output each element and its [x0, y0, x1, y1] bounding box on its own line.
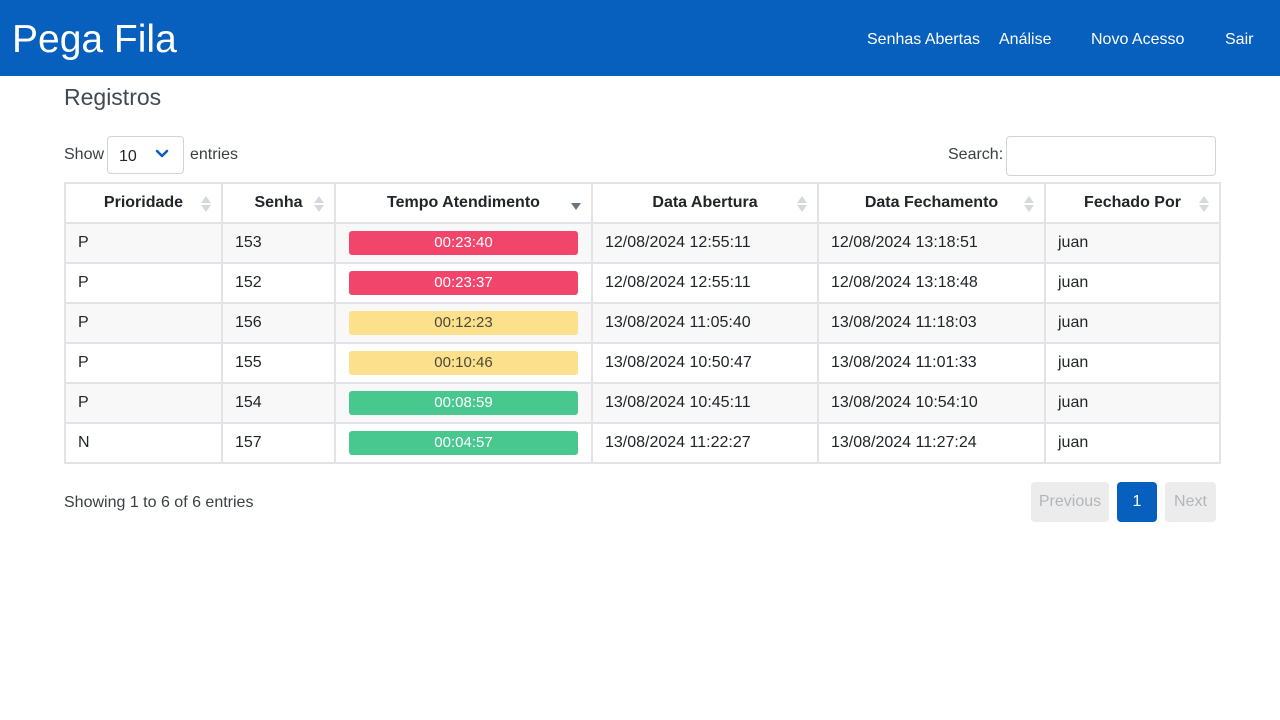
sort-descending-icon: [571, 196, 581, 212]
column-header-label: Fechado Por: [1084, 194, 1181, 211]
column-header-tempo-atendimento[interactable]: Tempo Atendimento: [334, 182, 593, 224]
table-row: P 152 00:23:37 12/08/2024 12:55:11 12/08/202…: [64, 262, 1221, 304]
cell-senha: 157: [221, 422, 336, 464]
top-navbar: Pega Fila Senhas Abertas Análise Novo Ac…: [0, 0, 1280, 76]
cell-data-fechamento: 13/08/2024 11:18:03: [817, 302, 1046, 344]
pagination-page-1-button[interactable]: 1: [1117, 482, 1157, 522]
records-table: Prioridade Senha Tempo Atendimento Data …: [64, 182, 1221, 464]
cell-data-abertura: 12/08/2024 12:55:11: [591, 262, 819, 304]
table-row: P 155 00:10:46 13/08/2024 10:50:47 13/08/202…: [64, 342, 1221, 384]
cell-fechado-por: juan: [1044, 222, 1221, 264]
cell-data-abertura: 13/08/2024 10:50:47: [591, 342, 819, 384]
page-title: Registros: [64, 84, 162, 110]
sort-icon: [201, 196, 211, 212]
cell-prioridade: P: [64, 382, 223, 424]
cell-tempo-atendimento: 00:23:40: [334, 222, 593, 264]
column-header-data-abertura[interactable]: Data Abertura: [591, 182, 819, 224]
column-header-data-fechamento[interactable]: Data Fechamento: [817, 182, 1046, 224]
tempo-status-badge: 00:12:23: [349, 311, 578, 335]
cell-tempo-atendimento: 00:23:37: [334, 262, 593, 304]
cell-data-abertura: 13/08/2024 10:45:11: [591, 382, 819, 424]
cell-data-fechamento: 12/08/2024 13:18:48: [817, 262, 1046, 304]
cell-senha: 156: [221, 302, 336, 344]
table-header-row: Prioridade Senha Tempo Atendimento Data …: [64, 182, 1221, 224]
cell-tempo-atendimento: 00:12:23: [334, 302, 593, 344]
search-label: Search:: [948, 146, 1004, 163]
cell-data-abertura: 12/08/2024 12:55:11: [591, 222, 819, 264]
cell-fechado-por: juan: [1044, 302, 1221, 344]
tempo-status-badge: 00:23:37: [349, 271, 578, 295]
cell-prioridade: P: [64, 222, 223, 264]
cell-data-abertura: 13/08/2024 11:05:40: [591, 302, 819, 344]
cell-prioridade: P: [64, 262, 223, 304]
table-info: Showing 1 to 6 of 6 entries: [64, 494, 254, 511]
cell-data-fechamento: 13/08/2024 11:27:24: [817, 422, 1046, 464]
cell-senha: 152: [221, 262, 336, 304]
column-header-label: Data Fechamento: [864, 194, 999, 211]
cell-fechado-por: juan: [1044, 382, 1221, 424]
show-label: Show: [64, 146, 105, 163]
column-header-label: Data Abertura: [652, 194, 758, 211]
nav-analise[interactable]: Análise: [999, 31, 1052, 48]
table-body: P 153 00:23:40 12/08/2024 12:55:11 12/08/202…: [64, 222, 1221, 464]
entries-length-select[interactable]: 10: [107, 136, 184, 174]
nav-senhas-abertas[interactable]: Senhas Abertas: [867, 31, 980, 48]
table-row: P 156 00:12:23 13/08/2024 11:05:40 13/08/202…: [64, 302, 1221, 344]
table-row: N 157 00:04:57 13/08/2024 11:22:27 13/08/202…: [64, 422, 1221, 464]
brand-title[interactable]: Pega Fila: [12, 18, 177, 61]
cell-data-abertura: 13/08/2024 11:22:27: [591, 422, 819, 464]
sort-icon: [1199, 196, 1209, 212]
search-input[interactable]: [1006, 136, 1216, 176]
tempo-status-badge: 00:10:46: [349, 351, 578, 375]
tempo-status-badge: 00:04:57: [349, 431, 578, 455]
nav-novo-acesso[interactable]: Novo Acesso: [1091, 31, 1185, 48]
sort-icon: [314, 196, 324, 212]
column-header-prioridade[interactable]: Prioridade: [64, 182, 223, 224]
table-row: P 154 00:08:59 13/08/2024 10:45:11 13/08/202…: [64, 382, 1221, 424]
cell-fechado-por: juan: [1044, 262, 1221, 304]
sort-icon: [1024, 196, 1034, 212]
cell-senha: 153: [221, 222, 336, 264]
cell-tempo-atendimento: 00:08:59: [334, 382, 593, 424]
column-header-fechado-por[interactable]: Fechado Por: [1044, 182, 1221, 224]
cell-data-fechamento: 13/08/2024 10:54:10: [817, 382, 1046, 424]
pagination-previous-button[interactable]: Previous: [1031, 482, 1109, 522]
entries-length-value: 10: [119, 148, 137, 165]
pagination-next-button[interactable]: Next: [1165, 482, 1216, 522]
cell-fechado-por: juan: [1044, 342, 1221, 384]
column-header-label: Tempo Atendimento: [387, 194, 540, 211]
cell-prioridade: P: [64, 342, 223, 384]
cell-tempo-atendimento: 00:04:57: [334, 422, 593, 464]
cell-data-fechamento: 13/08/2024 11:01:33: [817, 342, 1046, 384]
sort-icon: [797, 196, 807, 212]
cell-data-fechamento: 12/08/2024 13:18:51: [817, 222, 1046, 264]
cell-prioridade: N: [64, 422, 223, 464]
column-header-label: Prioridade: [103, 194, 184, 211]
cell-prioridade: P: [64, 302, 223, 344]
table-row: P 153 00:23:40 12/08/2024 12:55:11 12/08/202…: [64, 222, 1221, 264]
nav-sair[interactable]: Sair: [1225, 31, 1254, 48]
cell-tempo-atendimento: 00:10:46: [334, 342, 593, 384]
chevron-down-icon: [155, 149, 169, 158]
cell-fechado-por: juan: [1044, 422, 1221, 464]
cell-senha: 155: [221, 342, 336, 384]
tempo-status-badge: 00:08:59: [349, 391, 578, 415]
column-header-senha[interactable]: Senha: [221, 182, 336, 224]
cell-senha: 154: [221, 382, 336, 424]
column-header-label: Senha: [254, 194, 303, 211]
entries-label: entries: [190, 146, 239, 163]
tempo-status-badge: 00:23:40: [349, 231, 578, 255]
